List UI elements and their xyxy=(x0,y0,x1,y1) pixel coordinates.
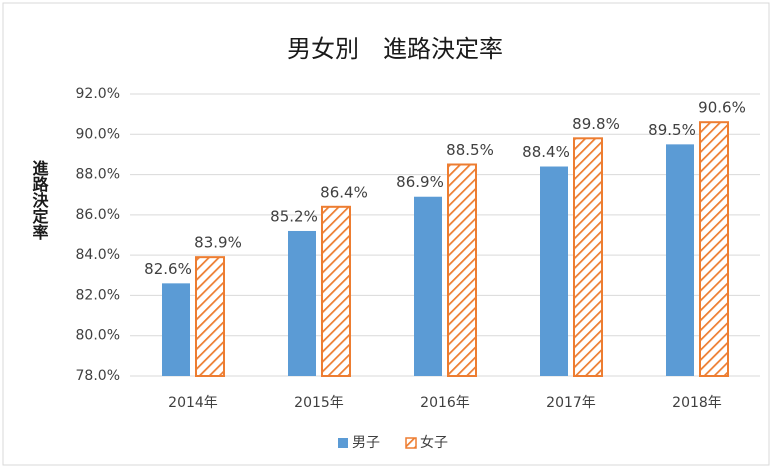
value-label: 88.5% xyxy=(446,141,494,159)
bar xyxy=(195,256,225,377)
bar xyxy=(699,121,729,377)
chart-title: 男女別 進路決定率 xyxy=(287,35,503,63)
y-tick-label: 86.0% xyxy=(76,207,120,223)
value-label: 88.4% xyxy=(522,143,570,161)
bar xyxy=(414,196,442,376)
y-tick-label: 78.0% xyxy=(76,368,120,384)
y-tick-label: 88.0% xyxy=(76,167,120,183)
value-label: 86.4% xyxy=(320,183,368,201)
bar xyxy=(288,230,316,376)
bar xyxy=(321,205,351,377)
y-tick-label: 92.0% xyxy=(76,86,120,102)
bar xyxy=(540,166,568,376)
value-label: 90.6% xyxy=(698,99,746,117)
y-tick-label: 82.0% xyxy=(76,287,120,303)
bar xyxy=(162,283,190,376)
bar xyxy=(447,163,477,377)
value-label: 82.6% xyxy=(144,260,192,278)
bar xyxy=(573,137,603,377)
value-label: 89.8% xyxy=(572,115,620,133)
value-label: 83.9% xyxy=(194,234,242,252)
y-tick-label: 90.0% xyxy=(76,126,120,142)
x-tick-label: 2018年 xyxy=(672,395,722,411)
y-axis-title: 進路決定率 xyxy=(30,160,50,241)
x-tick-label: 2014年 xyxy=(168,395,218,411)
value-label: 86.9% xyxy=(396,173,444,191)
bar xyxy=(666,144,694,376)
y-tick-label: 84.0% xyxy=(76,247,120,263)
value-label: 89.5% xyxy=(648,121,696,139)
x-tick-label: 2016年 xyxy=(420,395,470,411)
y-tick-label: 80.0% xyxy=(76,328,120,344)
legend-swatch xyxy=(338,438,348,448)
x-tick-label: 2015年 xyxy=(294,395,344,411)
legend-swatch xyxy=(405,437,417,449)
x-tick-label: 2017年 xyxy=(546,395,596,411)
legend-label: 女子 xyxy=(420,434,448,451)
value-label: 85.2% xyxy=(270,207,318,225)
legend-label: 男子 xyxy=(352,435,380,451)
